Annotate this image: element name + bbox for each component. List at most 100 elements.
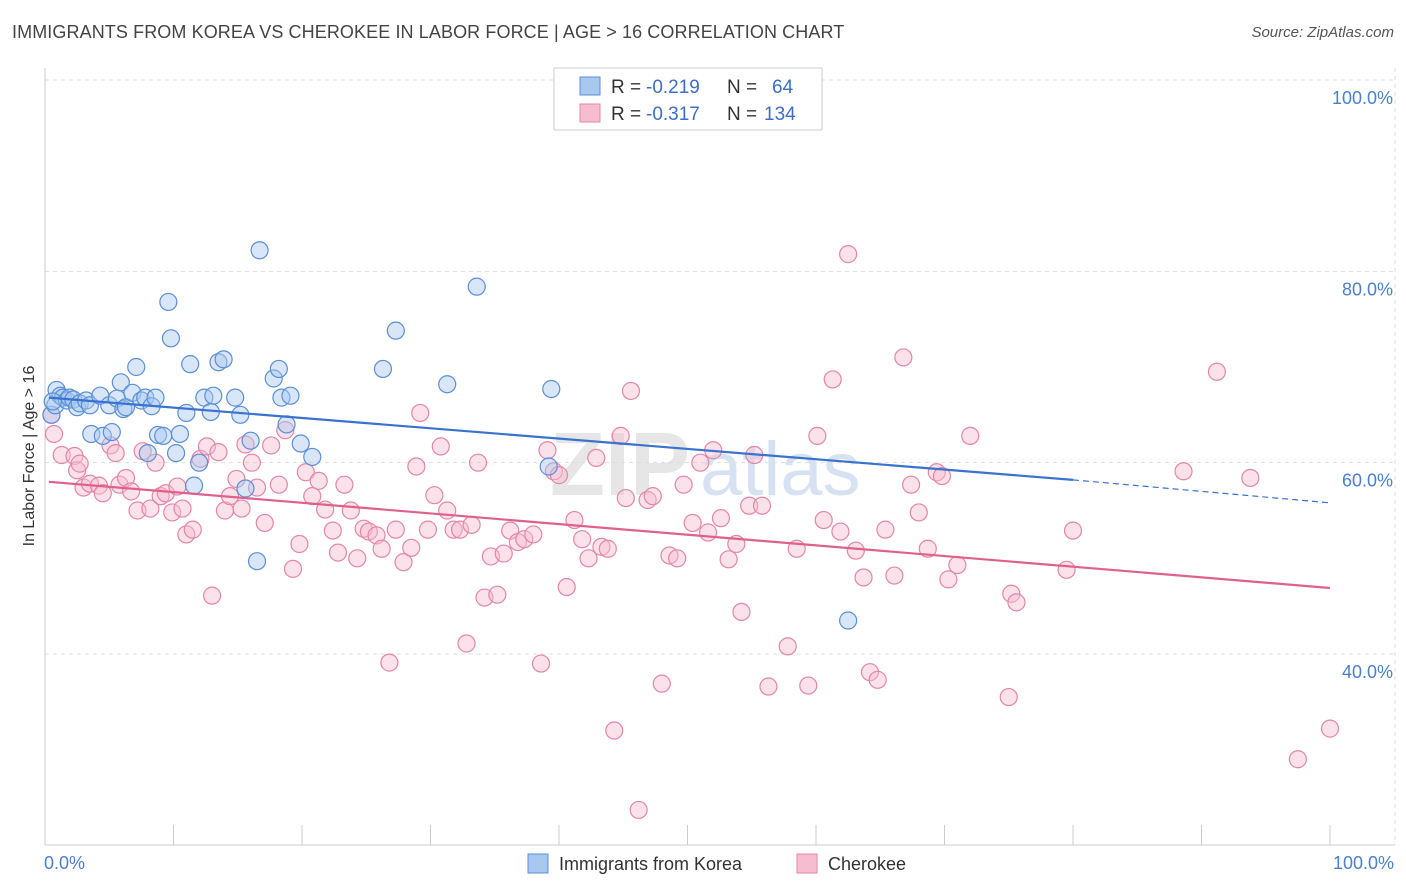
point-cherokee [711,509,731,528]
point-korea [542,379,561,399]
point-cherokee [579,549,598,568]
point-cherokee [457,634,476,653]
point-cherokee [106,444,125,463]
point-korea [43,392,62,411]
point-korea [214,350,233,369]
point-cherokee [621,381,641,401]
point-cherokee [515,530,534,549]
point-cherokee [323,521,342,540]
legend-swatch-korea [579,76,601,96]
legend-r-value-korea: -0.219 [646,77,700,98]
legend-swatch-cherokee [579,103,601,123]
point-cherokee [592,537,611,556]
point-cherokee [348,549,367,568]
point-korea [154,426,173,445]
point-cherokee [262,436,281,455]
point-korea [166,444,186,463]
legend-r-label-cherokee: R = [611,104,641,125]
legend-n-label-korea: N = [727,77,757,98]
point-cherokee [683,513,702,533]
point-cherokee [759,677,778,696]
point-korea [241,431,260,450]
point-cherokee [719,550,738,569]
point-korea [138,444,157,463]
point-cherokee [894,348,913,367]
point-cherokee [269,475,288,494]
point-cherokee [209,443,228,462]
point-cherokee [999,687,1018,707]
point-cherokee [380,653,399,672]
point-korea [146,388,165,407]
point-korea [42,405,61,424]
point-korea [269,359,288,379]
legend-r-label-korea: R = [611,77,641,98]
y-tick-label: 60.0% [1342,471,1393,491]
series-legend-swatch-cherokee [796,853,818,874]
point-cherokee [698,523,718,542]
point-cherokee [290,534,309,554]
point-cherokee [488,585,507,604]
point-cherokee [909,503,928,522]
point-cherokee [814,510,833,530]
chart-title: IMMIGRANTS FROM KOREA VS CHEROKEE IN LAB… [12,22,845,42]
point-cherokee [876,520,895,539]
point-korea [291,434,310,453]
point-cherokee [462,515,481,534]
point-korea [236,479,255,498]
point-korea [438,375,457,394]
point-cherokee [1241,468,1260,488]
point-cherokee [839,245,858,264]
point-korea [102,422,121,442]
point-cherokee [141,499,160,518]
point-cherokee [1288,750,1307,769]
point-korea [264,369,283,388]
point-cherokee [197,437,217,456]
legend-r-value-cherokee: -0.317 [646,104,700,125]
point-cherokee [831,522,850,541]
point-korea [170,424,190,444]
point-korea [231,405,250,424]
point-cherokee [444,520,463,539]
point-cherokee [918,539,937,558]
point-cherokee [425,486,444,505]
point-korea [148,425,168,445]
y-axis-label: In Labor Force | Age > 16 [21,366,38,547]
series-legend-label-korea: Immigrants from Korea [559,854,743,874]
x-tick-label-min: 0.0% [44,853,85,873]
point-korea [539,457,558,476]
point-cherokee [611,426,630,445]
point-korea [226,388,245,407]
point-cherokee [1057,560,1076,579]
point-cherokee [431,437,450,456]
point-cherokee [823,370,842,389]
point-korea [277,415,296,434]
trend-line-korea-extension [1072,479,1331,504]
point-cherokee [860,663,880,682]
point-cherokee [557,577,576,597]
point-cherokee [652,674,671,693]
y-tick-label: 40.0% [1342,662,1393,682]
point-cherokee [901,475,921,494]
point-cherokee [573,530,592,549]
point-cherokee [372,539,391,558]
point-cherokee [674,475,693,494]
point-cherokee [531,654,551,673]
point-cherokee [402,538,421,557]
point-korea [177,403,196,423]
point-cherokee [1002,584,1021,603]
point-cherokee [367,526,386,545]
point-cherokee [52,445,71,465]
point-cherokee [450,520,470,539]
point-cherokee [846,541,865,560]
point-korea [111,373,130,392]
x-tick-marks [173,825,1331,845]
y-tick-label: 100.0% [1332,88,1393,108]
point-korea [127,357,146,377]
point-cherokee [394,553,413,572]
point-cherokee [799,676,818,695]
point-cherokee [494,544,513,563]
y-tick-label: 80.0% [1342,279,1393,299]
point-korea [209,353,228,372]
point-korea [386,321,405,340]
point-cherokee [587,448,606,467]
